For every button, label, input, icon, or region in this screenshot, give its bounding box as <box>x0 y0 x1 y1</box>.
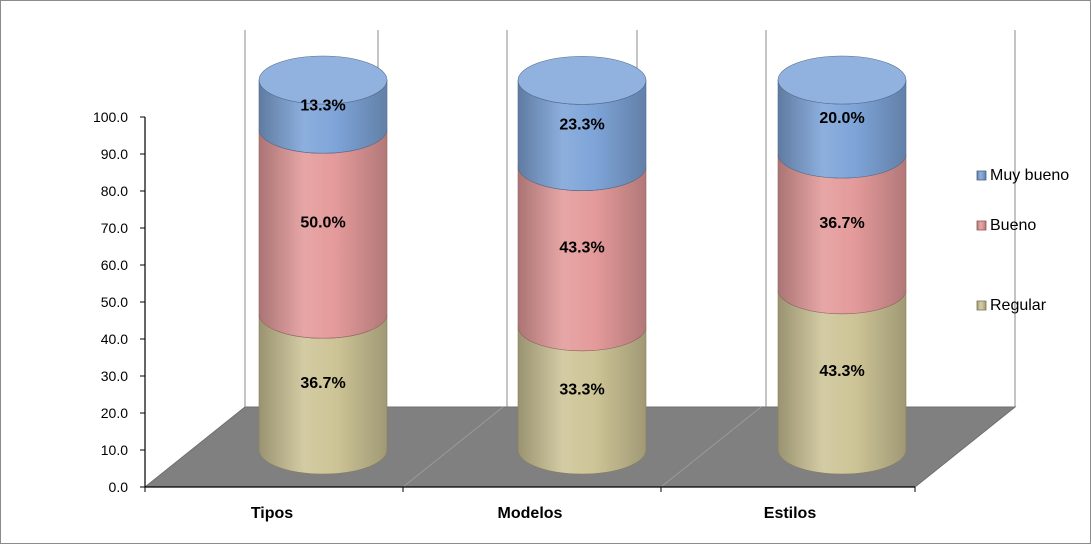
legend-swatch <box>976 300 987 311</box>
y-tick-label: 90.0 <box>101 146 128 162</box>
legend-item-regular: Regular <box>976 297 1047 314</box>
data-label: 20.0% <box>819 110 864 127</box>
data-label: 33.3% <box>559 381 604 398</box>
y-tick-label: 0.0 <box>109 479 129 495</box>
data-label: 23.3% <box>559 116 604 133</box>
y-tick-label: 30.0 <box>101 368 128 384</box>
y-tick-label: 80.0 <box>101 183 128 199</box>
bar-segment-bueno <box>517 166 647 352</box>
legend-label: Bueno <box>990 217 1036 234</box>
y-tick-label: 10.0 <box>101 442 128 458</box>
floor-grid-line <box>402 406 504 488</box>
bar-stack-tipos: 36.7% 50.0% 13.3% <box>258 55 388 475</box>
y-tick-label: 60.0 <box>101 257 128 273</box>
y-axis: 0.0 10.0 20.0 30.0 40.0 50.0 60.0 70.0 80.0 90.0 1… <box>93 109 146 495</box>
y-tick-label: 50.0 <box>101 294 128 310</box>
bars: 36.7% 50.0% 13.3% 33.3% 43.3% 23.3% 43.3% 36.7%… <box>258 55 907 475</box>
legend-item-muy-bueno: Muy bueno <box>976 167 1069 184</box>
data-label: 50.0% <box>300 215 345 232</box>
bar-segment-regular <box>777 289 907 475</box>
y-tick-label: 100.0 <box>93 109 128 125</box>
legend-swatch <box>976 170 987 181</box>
x-category-label: Estilos <box>764 505 817 522</box>
legend-swatch <box>976 220 987 231</box>
data-label: 43.3% <box>819 363 864 380</box>
legend-label: Regular <box>990 297 1047 314</box>
bar-top-cap <box>517 56 647 105</box>
legend: Muy bueno Bueno Regular <box>976 167 1069 314</box>
floor-grid-line <box>660 406 762 488</box>
x-category-label: Tipos <box>251 505 293 522</box>
legend-label: Muy bueno <box>990 167 1069 184</box>
data-label: 36.7% <box>300 375 345 392</box>
y-tick-label: 20.0 <box>101 405 128 421</box>
legend-item-bueno: Bueno <box>976 217 1036 234</box>
x-axis: Tipos Modelos Estilos <box>144 486 916 522</box>
bar-segment-bueno <box>258 129 388 339</box>
data-label: 36.7% <box>819 215 864 232</box>
y-tick-label: 70.0 <box>101 220 128 236</box>
bar-stack-estilos: 43.3% 36.7% 20.0% <box>777 55 907 475</box>
bar-top-cap <box>258 55 388 105</box>
bar-stack-modelos: 33.3% 43.3% 23.3% <box>517 56 647 475</box>
data-label: 13.3% <box>300 98 345 115</box>
bar-top-cap <box>777 55 907 105</box>
data-label: 43.3% <box>559 240 604 257</box>
x-category-label: Modelos <box>498 505 563 522</box>
y-tick-label: 40.0 <box>101 331 128 347</box>
